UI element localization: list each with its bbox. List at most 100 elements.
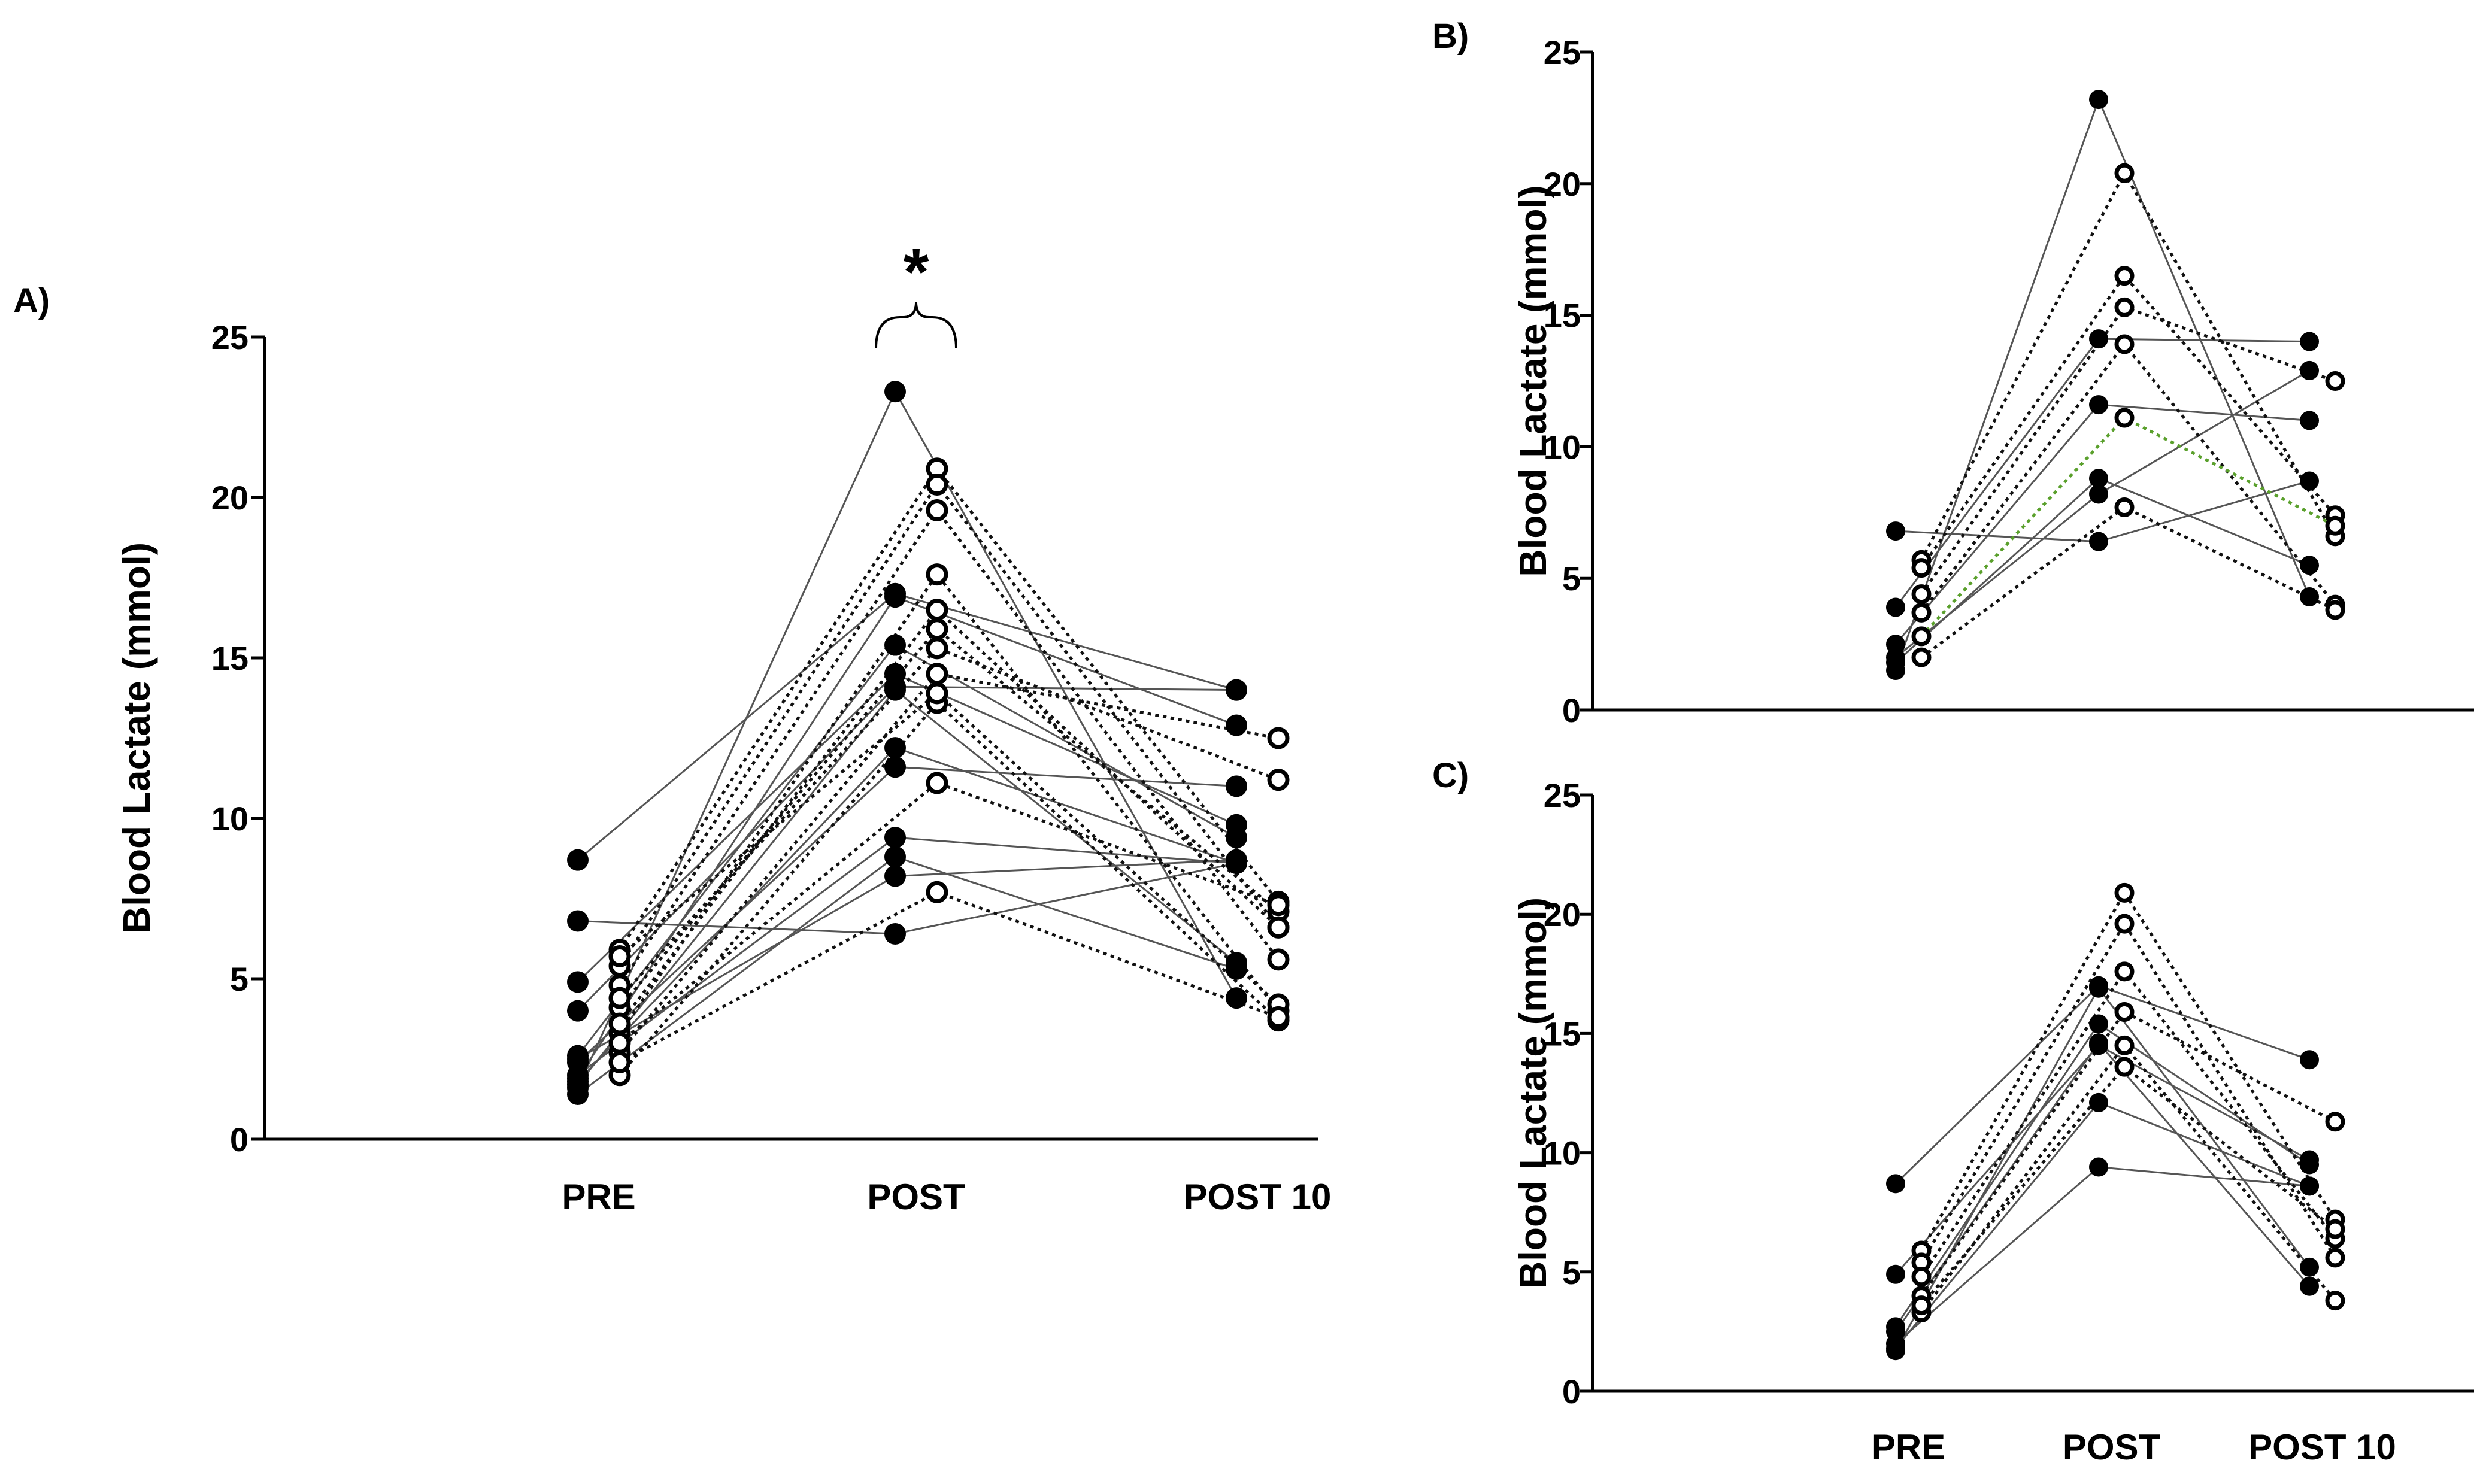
- series-line: [619, 646, 1279, 999]
- data-point-filled: [2300, 1276, 2319, 1296]
- data-point-open: [2325, 1219, 2345, 1239]
- x-category-label: PRE: [1872, 1427, 1945, 1467]
- data-point-open: [2114, 408, 2135, 428]
- data-point-filled: [1226, 714, 1247, 736]
- panel-a: A) 0 5 10 15 20 25 Blood Lactate (mmol) PRE POST P…: [13, 235, 1331, 1217]
- data-point-filled: [2089, 1157, 2108, 1177]
- data-point-filled: [1886, 1174, 1905, 1194]
- data-point-filled: [884, 737, 906, 759]
- data-point-open: [2325, 1248, 2345, 1268]
- data-point-open: [2114, 1057, 2135, 1077]
- data-point-open: [2114, 163, 2135, 183]
- data-point-open: [1911, 647, 1932, 667]
- x-category-label: POST: [2063, 1427, 2160, 1467]
- data-point-filled: [2300, 1176, 2319, 1196]
- data-point-filled: [1226, 849, 1247, 871]
- data-point-filled: [2300, 411, 2319, 430]
- y-tick-label: 15: [1544, 297, 1581, 335]
- series-line: [1920, 1010, 2336, 1297]
- data-point-open: [608, 1031, 631, 1054]
- data-point-filled: [567, 1000, 589, 1022]
- series-line: [577, 596, 1237, 1079]
- data-point-open: [926, 881, 948, 903]
- data-point-open: [608, 987, 631, 1009]
- data-point-open: [608, 1051, 631, 1073]
- data-point-filled: [884, 381, 906, 403]
- data-point-open: [926, 682, 948, 705]
- series-line: [1894, 96, 2311, 671]
- significance-asterisk: *: [904, 235, 929, 309]
- data-point-open: [2114, 334, 2135, 354]
- data-point-filled: [1886, 521, 1905, 541]
- data-point-filled: [2089, 1033, 2108, 1053]
- data-point-filled: [567, 1073, 589, 1095]
- data-point-filled: [2089, 484, 2108, 504]
- panel-b: B) 0 5 10 15 20 25 Blood Lactate (mmol): [1432, 17, 2474, 729]
- series-line: [1920, 341, 2336, 614]
- data-point-open: [2114, 1002, 2135, 1022]
- data-point-open: [608, 945, 631, 967]
- series-line: [577, 855, 1237, 1095]
- data-point-open: [926, 618, 948, 641]
- data-point-filled: [2089, 978, 2108, 998]
- y-tick-label: 0: [230, 1121, 248, 1158]
- series-line: [1920, 1064, 2336, 1307]
- data-point-open: [1911, 1295, 1932, 1316]
- data-point-filled: [567, 1048, 589, 1070]
- data-point-open: [926, 637, 948, 660]
- y-tick-label: 20: [1544, 896, 1581, 933]
- data-point-open: [926, 563, 948, 586]
- data-point-filled: [2300, 471, 2319, 491]
- panel-label: A): [13, 281, 50, 320]
- data-point-filled: [2089, 395, 2108, 415]
- data-point-filled: [1226, 679, 1247, 701]
- data-point-open: [2325, 1112, 2345, 1132]
- y-axis-title: Blood Lactate (mmol): [1511, 185, 1554, 576]
- y-tick-label: 0: [1562, 691, 1581, 729]
- series-line: [1920, 890, 2337, 1252]
- data-point-open: [2114, 914, 2135, 934]
- data-point-open: [1267, 894, 1290, 917]
- data-point-filled: [1886, 648, 1905, 667]
- series-line: [577, 389, 1238, 1088]
- data-point-filled: [884, 827, 906, 849]
- data-point-filled: [1886, 1264, 1905, 1284]
- data-point-open: [926, 599, 948, 621]
- data-point-filled: [884, 922, 906, 945]
- x-category-label: POST: [867, 1177, 965, 1217]
- data-point-filled: [2089, 90, 2108, 110]
- data-point-filled: [1886, 1341, 1905, 1361]
- data-point-filled: [2089, 1014, 2108, 1034]
- y-tick-label: 10: [1544, 1134, 1581, 1172]
- series-line: [1920, 1043, 2336, 1314]
- series-line: [1920, 273, 2336, 569]
- series-line: [577, 644, 1237, 1057]
- data-point-filled: [2300, 332, 2319, 351]
- data-point-filled: [1226, 952, 1247, 974]
- panel-label: B): [1432, 17, 1469, 56]
- data-point-filled: [2300, 556, 2319, 575]
- data-point-filled: [1886, 597, 1905, 617]
- data-point-filled: [1226, 775, 1247, 797]
- data-point-filled: [567, 910, 589, 932]
- y-tick-label: 5: [230, 960, 248, 998]
- data-point-filled: [2089, 329, 2108, 349]
- data-point-filled: [1886, 635, 1905, 654]
- y-tick-label: 10: [1544, 428, 1581, 466]
- data-point-open: [1911, 1267, 1932, 1287]
- data-point-open: [1911, 558, 1932, 578]
- data-point-open: [2114, 266, 2135, 286]
- y-tick-label: 25: [211, 318, 248, 356]
- series-line: [1894, 1101, 2310, 1349]
- data-point-open: [2325, 600, 2345, 620]
- data-point-open: [2114, 1035, 2135, 1055]
- data-point-open: [2325, 371, 2345, 391]
- data-point-filled: [1886, 1322, 1905, 1342]
- x-category-label: PRE: [562, 1177, 635, 1217]
- data-point-filled: [567, 971, 589, 993]
- series-line: [619, 691, 1280, 1006]
- series-line: [1920, 415, 2336, 638]
- data-point-open: [926, 499, 948, 521]
- data-point-filled: [1226, 827, 1247, 849]
